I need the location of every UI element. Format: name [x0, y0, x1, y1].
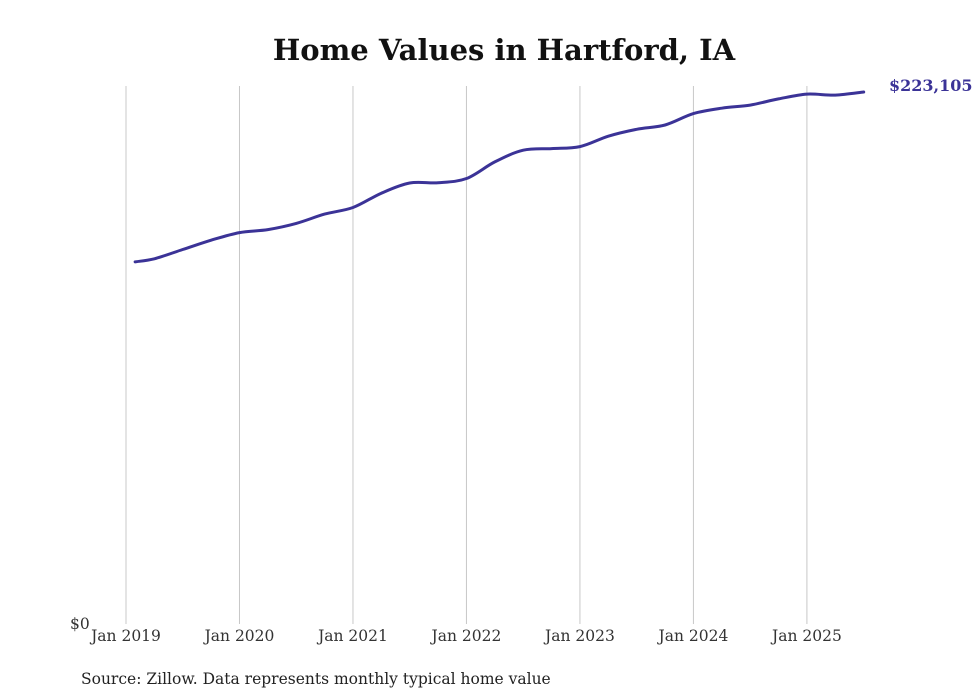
x-tick-label: Jan 2023 — [543, 627, 615, 645]
x-tick-label: Jan 2019 — [89, 627, 161, 645]
y-zero-label: $0 — [70, 615, 90, 633]
x-gridlines — [125, 86, 808, 624]
x-tick-label: Jan 2025 — [770, 627, 842, 645]
chart-title: Home Values in Hartford, IA — [273, 33, 736, 67]
x-tick-label: Jan 2022 — [430, 627, 502, 645]
x-tick-labels: Jan 2019 Jan 2020 Jan 2021 Jan 2022 Jan 2023… — [89, 627, 842, 645]
home-value-line — [133, 90, 866, 264]
x-tick-label: Jan 2021 — [316, 627, 388, 645]
source-note: Source: Zillow. Data represents monthly … — [81, 670, 551, 688]
x-tick-label: Jan 2020 — [203, 627, 275, 645]
x-tick-label: Jan 2024 — [657, 627, 729, 645]
end-value-label: $223,105 — [889, 76, 973, 95]
